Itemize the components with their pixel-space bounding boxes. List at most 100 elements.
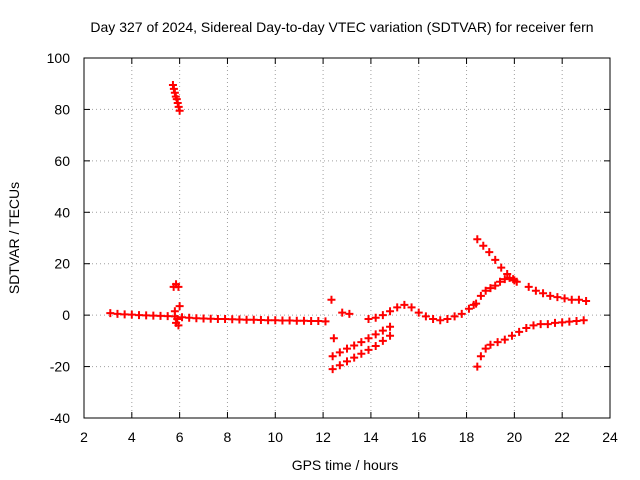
series — [169, 280, 184, 330]
data-point — [307, 317, 316, 326]
data-point — [242, 315, 251, 324]
data-point — [485, 248, 494, 257]
data-point — [328, 365, 337, 374]
series — [168, 81, 184, 115]
data-point — [264, 316, 273, 325]
data-point — [213, 315, 222, 323]
data-point — [175, 302, 184, 311]
x-tick-label: 16 — [411, 429, 427, 445]
data-point — [486, 340, 495, 349]
y-axis-label: SDTVAR / TECUs — [6, 182, 22, 294]
data-point — [338, 308, 347, 317]
data-point — [386, 331, 395, 340]
data-point — [414, 308, 423, 317]
data-point — [450, 312, 459, 321]
x-tick-label: 4 — [128, 429, 136, 445]
grid — [84, 58, 610, 418]
series — [473, 316, 588, 371]
data-point — [329, 334, 338, 343]
data-point — [582, 297, 591, 305]
x-tick-label: 2 — [80, 429, 88, 445]
data-point — [299, 316, 308, 325]
data-point — [500, 275, 509, 284]
data-point — [278, 316, 287, 325]
series — [524, 282, 591, 305]
data-point — [551, 318, 560, 327]
data-point — [515, 327, 524, 336]
data-point — [486, 284, 495, 293]
plot-border — [83, 57, 611, 419]
series — [106, 309, 330, 326]
data-point — [321, 317, 330, 326]
data-point — [574, 295, 583, 304]
data-point — [473, 235, 482, 244]
data-point — [500, 335, 509, 344]
data-point — [386, 322, 395, 331]
data-point — [314, 317, 323, 326]
data-point — [120, 310, 129, 319]
y-tick-label: 0 — [62, 307, 70, 323]
data-point — [505, 273, 514, 282]
data-point — [472, 299, 481, 308]
data-point — [476, 352, 485, 361]
series — [328, 322, 395, 361]
data-point — [364, 334, 373, 343]
data-point — [185, 313, 194, 322]
y-tick-label: 40 — [54, 204, 70, 220]
data-point — [371, 330, 380, 339]
data-point — [113, 309, 122, 318]
x-tick-label: 24 — [602, 429, 618, 445]
data-point — [170, 307, 179, 316]
data-point — [497, 263, 506, 272]
data-point — [493, 338, 502, 347]
data-point — [536, 320, 545, 329]
data-point — [529, 321, 538, 330]
x-tick-label: 8 — [224, 429, 232, 445]
x-tick-label: 12 — [315, 429, 331, 445]
data-point — [464, 304, 473, 313]
data-point — [491, 255, 500, 264]
data-point — [335, 361, 344, 370]
data-point — [457, 309, 466, 318]
data-point — [421, 312, 430, 321]
data-point — [357, 349, 366, 358]
series — [472, 273, 519, 308]
data-point — [539, 289, 548, 298]
data-point — [163, 312, 172, 321]
data-point — [481, 286, 490, 295]
data-points — [106, 81, 591, 374]
data-point — [436, 316, 445, 325]
series — [327, 295, 354, 343]
y-tick-label: -20 — [50, 359, 70, 375]
data-point — [292, 316, 301, 325]
data-point — [507, 331, 516, 340]
data-point — [206, 314, 215, 323]
y-tick-label: -40 — [50, 410, 70, 426]
data-point — [327, 295, 336, 304]
x-tick-label: 10 — [267, 429, 283, 445]
data-point — [560, 294, 569, 303]
data-point — [127, 310, 136, 319]
data-point — [178, 313, 187, 322]
x-axis-label: GPS time / hours — [292, 457, 399, 473]
data-point — [175, 106, 184, 115]
data-point — [407, 303, 416, 312]
data-point — [531, 286, 540, 295]
data-point — [174, 282, 183, 291]
data-point — [479, 241, 488, 250]
data-point — [221, 315, 230, 323]
data-point — [350, 341, 359, 350]
data-point — [393, 303, 402, 312]
data-point — [106, 309, 115, 318]
data-point — [173, 315, 182, 323]
series — [328, 331, 395, 374]
data-point — [378, 326, 387, 335]
data-point — [345, 309, 354, 318]
data-point — [156, 311, 165, 320]
data-point — [558, 318, 567, 327]
y-tick-label: 100 — [47, 50, 71, 66]
data-point — [491, 281, 500, 290]
data-point — [572, 317, 581, 326]
